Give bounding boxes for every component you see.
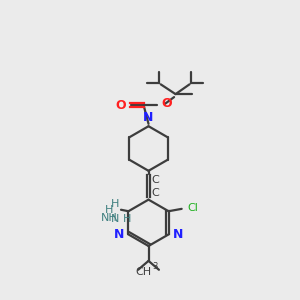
Text: NH: NH xyxy=(101,213,118,223)
Text: H: H xyxy=(122,214,131,224)
Text: Cl: Cl xyxy=(187,203,198,213)
Text: C: C xyxy=(152,175,160,185)
Text: CH: CH xyxy=(135,267,151,278)
Text: O: O xyxy=(115,99,126,112)
Text: N: N xyxy=(111,214,119,224)
Text: 3: 3 xyxy=(153,262,158,272)
Text: N: N xyxy=(143,111,154,124)
Text: H: H xyxy=(111,199,119,209)
Text: C: C xyxy=(152,188,160,198)
Text: O: O xyxy=(161,98,172,110)
Text: N: N xyxy=(172,228,183,241)
Text: N: N xyxy=(114,228,124,241)
Text: H: H xyxy=(105,205,113,215)
